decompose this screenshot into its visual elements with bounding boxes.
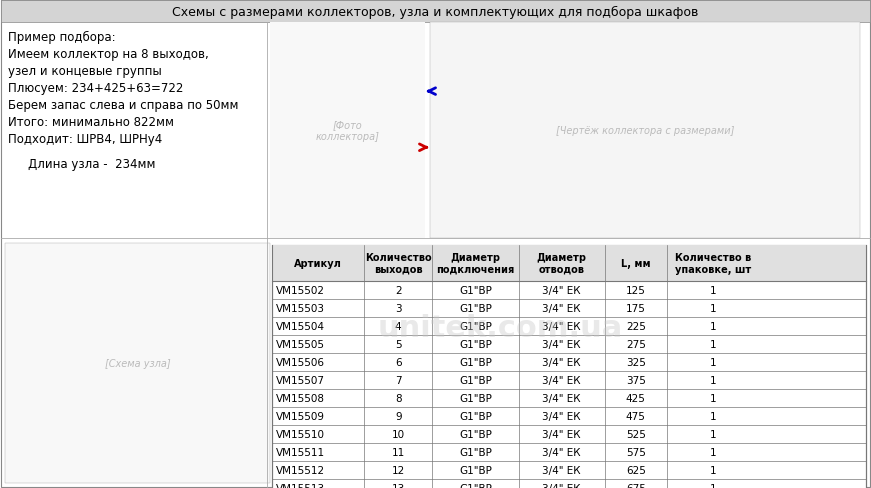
Text: VM15512: VM15512: [276, 465, 325, 475]
Text: 3/4" ЕК: 3/4" ЕК: [543, 375, 581, 385]
Text: G1"BP: G1"BP: [459, 483, 492, 488]
Text: VM15509: VM15509: [276, 411, 325, 421]
Text: 475: 475: [626, 411, 645, 421]
Text: VM15503: VM15503: [276, 304, 325, 313]
Text: G1"BP: G1"BP: [459, 429, 492, 439]
Text: G1"BP: G1"BP: [459, 411, 492, 421]
Text: G1"BP: G1"BP: [459, 285, 492, 295]
Text: 1: 1: [710, 321, 716, 331]
Text: 575: 575: [626, 447, 645, 457]
Text: G1"BP: G1"BP: [459, 375, 492, 385]
Text: 1: 1: [710, 357, 716, 367]
Text: 6: 6: [395, 357, 402, 367]
Text: L, мм: L, мм: [621, 259, 651, 268]
Text: VM15508: VM15508: [276, 393, 325, 403]
Text: 175: 175: [626, 304, 645, 313]
Text: VM15506: VM15506: [276, 357, 325, 367]
Text: 1: 1: [710, 465, 716, 475]
Text: 3/4" ЕК: 3/4" ЕК: [543, 339, 581, 349]
Bar: [430, 23, 860, 239]
Text: 11: 11: [392, 447, 405, 457]
Text: 1: 1: [710, 304, 716, 313]
Text: Подходит: ШРВ4, ШРНу4: Подходит: ШРВ4, ШРНу4: [8, 133, 162, 146]
Text: 1: 1: [710, 447, 716, 457]
Text: 325: 325: [626, 357, 645, 367]
Text: 675: 675: [626, 483, 645, 488]
Text: 125: 125: [626, 285, 645, 295]
Text: узел и концевые группы: узел и концевые группы: [8, 65, 162, 78]
Bar: [272, 245, 866, 282]
Text: G1"BP: G1"BP: [459, 304, 492, 313]
Text: 1: 1: [710, 411, 716, 421]
Text: 3/4" ЕК: 3/4" ЕК: [543, 483, 581, 488]
Text: VM15510: VM15510: [276, 429, 325, 439]
Text: [Схема узла]: [Схема узла]: [105, 358, 171, 368]
Text: 3/4" ЕК: 3/4" ЕК: [543, 393, 581, 403]
Text: Итого: минимально 822мм: Итого: минимально 822мм: [8, 116, 174, 129]
Text: [Фото
коллектора]: [Фото коллектора]: [315, 120, 380, 142]
Text: Диаметр
отводов: Диаметр отводов: [537, 253, 586, 274]
Bar: [1, 1, 870, 23]
Bar: [5, 244, 270, 483]
Text: 5: 5: [395, 339, 402, 349]
Text: Количество в
упаковке, шт: Количество в упаковке, шт: [675, 253, 751, 274]
Text: VM15504: VM15504: [276, 321, 325, 331]
Text: Пример подбора:: Пример подбора:: [8, 31, 116, 44]
Text: G1"BP: G1"BP: [459, 357, 492, 367]
Text: 1: 1: [710, 375, 716, 385]
Text: 12: 12: [392, 465, 405, 475]
Text: 625: 625: [626, 465, 645, 475]
Text: 1: 1: [710, 393, 716, 403]
Text: G1"BP: G1"BP: [459, 321, 492, 331]
Text: VM15507: VM15507: [276, 375, 325, 385]
Text: 3/4" ЕК: 3/4" ЕК: [543, 447, 581, 457]
Text: 7: 7: [395, 375, 402, 385]
Text: G1"BP: G1"BP: [459, 447, 492, 457]
Text: Имеем коллектор на 8 выходов,: Имеем коллектор на 8 выходов,: [8, 48, 209, 61]
Bar: [272, 245, 866, 488]
Text: 3/4" ЕК: 3/4" ЕК: [543, 465, 581, 475]
Text: unitek.com.ua: unitek.com.ua: [377, 314, 623, 343]
Text: [Чертёж коллектора с размерами]: [Чертёж коллектора с размерами]: [556, 126, 734, 136]
Text: 3/4" ЕК: 3/4" ЕК: [543, 304, 581, 313]
Text: 375: 375: [626, 375, 645, 385]
Text: 3/4" ЕК: 3/4" ЕК: [543, 285, 581, 295]
Text: 4: 4: [395, 321, 402, 331]
Text: Схемы с размерами коллекторов, узла и комплектующих для подбора шкафов: Схемы с размерами коллекторов, узла и ко…: [172, 5, 699, 19]
Text: Берем запас слева и справа по 50мм: Берем запас слева и справа по 50мм: [8, 99, 239, 112]
Text: 425: 425: [626, 393, 645, 403]
Text: 10: 10: [392, 429, 405, 439]
Text: Артикул: Артикул: [294, 259, 342, 268]
Text: 13: 13: [392, 483, 405, 488]
Text: 9: 9: [395, 411, 402, 421]
Text: VM15513: VM15513: [276, 483, 325, 488]
Bar: [270, 23, 425, 239]
Text: 3/4" ЕК: 3/4" ЕК: [543, 411, 581, 421]
Text: Диаметр
подключения: Диаметр подключения: [436, 253, 515, 274]
Text: G1"BP: G1"BP: [459, 465, 492, 475]
Text: 1: 1: [710, 429, 716, 439]
Text: G1"BP: G1"BP: [459, 339, 492, 349]
Text: 3: 3: [395, 304, 402, 313]
Text: 1: 1: [710, 339, 716, 349]
Text: Плюсуем: 234+425+63=722: Плюсуем: 234+425+63=722: [8, 82, 184, 95]
Text: G1"BP: G1"BP: [459, 393, 492, 403]
Text: Длина узла -  234мм: Длина узла - 234мм: [28, 158, 156, 171]
Text: 3/4" ЕК: 3/4" ЕК: [543, 357, 581, 367]
Text: 3/4" ЕК: 3/4" ЕК: [543, 321, 581, 331]
Text: 1: 1: [710, 285, 716, 295]
Text: 525: 525: [626, 429, 645, 439]
Text: VM15511: VM15511: [276, 447, 325, 457]
Text: 1: 1: [710, 483, 716, 488]
Text: 8: 8: [395, 393, 402, 403]
Text: 275: 275: [626, 339, 645, 349]
Text: 3/4" ЕК: 3/4" ЕК: [543, 429, 581, 439]
Text: Количество
выходов: Количество выходов: [365, 253, 431, 274]
Text: VM15505: VM15505: [276, 339, 325, 349]
Text: 225: 225: [626, 321, 645, 331]
Text: VM15502: VM15502: [276, 285, 325, 295]
Text: 2: 2: [395, 285, 402, 295]
